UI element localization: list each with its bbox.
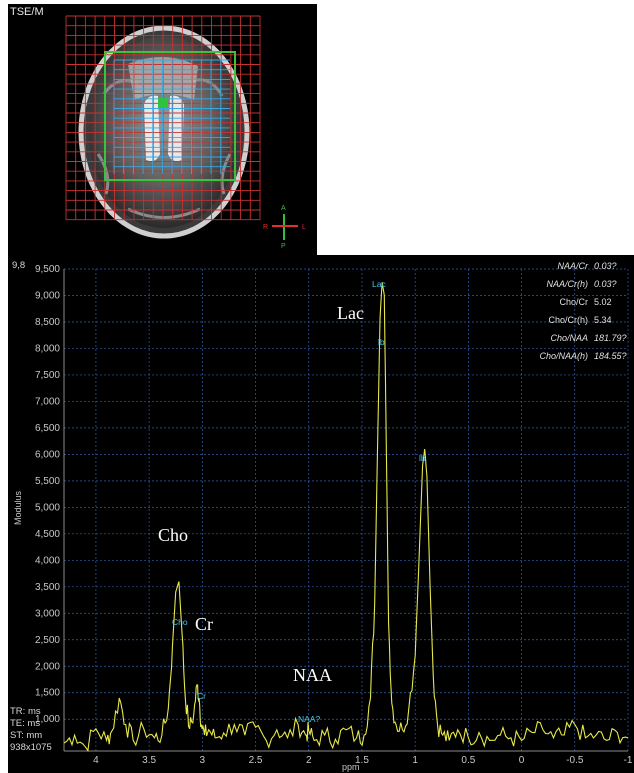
scan-params: TR: ms TE: ms ST: mm 938x1075 (10, 706, 52, 753)
spectrum-corner-label: 9,8 (12, 260, 25, 271)
gyri-pattern (96, 78, 232, 219)
y-tick-label: 2,500 (35, 635, 60, 646)
y-tick-label: 9,000 (35, 290, 60, 301)
y-tick-label: 5,500 (35, 476, 60, 487)
orientation-marker: A P R L (263, 205, 306, 250)
x-tick-label: -0.5 (566, 755, 584, 766)
ratio-label-2: Cho/Cr (559, 297, 588, 307)
y-tick-label: 7,500 (35, 370, 60, 381)
ratio-label-5: Cho/NAA(h) (539, 351, 588, 361)
y-tick-label: 2,000 (35, 661, 60, 672)
y-tick-label: 6,000 (35, 449, 60, 460)
scan-param-te: TE: ms (10, 718, 40, 729)
orientation-bottom: P (281, 243, 286, 250)
peak-tag-cho: Cho (172, 617, 188, 627)
orientation-left: R (263, 224, 268, 231)
spectrum-trace (63, 282, 629, 752)
y-tick-label: 4,500 (35, 529, 60, 540)
x-tick-label: 0 (519, 755, 525, 766)
spectrum-plot: 9,8 1,000 1,500 2,000 2,500 3,000 3,500 4,000 4… (10, 260, 633, 772)
y-tick-label: 9,500 (35, 264, 60, 275)
ratio-value-1: 0.03? (594, 279, 617, 289)
ratio-value-2: 5.02 (594, 297, 612, 307)
ratio-value-5: 184.55? (594, 351, 627, 361)
sequence-label: TSE/M (10, 6, 44, 18)
y-tick-label: 3,500 (35, 582, 60, 593)
x-axis-label: ppm (342, 762, 360, 772)
spectrum-grid (63, 268, 629, 752)
ratio-value-4: 181.79? (594, 333, 627, 343)
mri-localizer-panel: A P R L TSE/M (8, 4, 317, 258)
x-tick-label: 3 (200, 755, 206, 766)
peak-tag-lb-1: lb (378, 337, 385, 347)
y-axis-label: Modulus (13, 490, 23, 525)
ratio-label-0: NAA/Cr (557, 261, 589, 271)
peak-tag-naa: NAA? (298, 714, 320, 724)
selected-voxel[interactable] (158, 98, 168, 108)
x-tick-label: 2 (306, 755, 312, 766)
y-tick-label: 8,500 (35, 317, 60, 328)
orientation-right: L (302, 224, 306, 231)
label-lac: Lac (337, 303, 364, 323)
x-tick-label: 0.5 (461, 755, 475, 766)
scan-param-matrix: 938x1075 (10, 742, 52, 753)
y-tick-label: 1,000 (35, 714, 60, 725)
ratio-label-1: NAA/Cr(h) (546, 279, 588, 289)
y-axis-ticks: 1,000 1,500 2,000 2,500 3,000 3,500 4,000 4,500… (35, 264, 60, 725)
y-tick-label: 5,000 (35, 502, 60, 513)
x-tick-label: 2.5 (249, 755, 263, 766)
peak-tag-lb-2: lb (419, 453, 426, 463)
label-cho: Cho (158, 525, 188, 545)
y-tick-label: 7,000 (35, 396, 60, 407)
y-tick-label: 1,500 (35, 688, 60, 699)
csi-grid (65, 15, 261, 221)
x-axis-ticks: 4 3.5 3 2.5 2 1.5 1 0.5 0 -0.5 -1 (93, 755, 633, 766)
ratio-label-3: Cho/Cr(h) (548, 315, 588, 325)
orientation-top: A (281, 205, 286, 212)
ratio-value-3: 5.34 (594, 315, 612, 325)
voxel-grid (113, 59, 230, 174)
y-tick-label: 6,500 (35, 423, 60, 434)
label-naa: NAA (293, 665, 332, 685)
x-tick-label: 3.5 (142, 755, 156, 766)
peak-tag-cr: Cr (197, 691, 206, 701)
label-cr: Cr (195, 614, 213, 634)
left-ventricle (144, 95, 160, 162)
y-tick-label: 8,000 (35, 343, 60, 354)
scan-param-tr: TR: ms (10, 706, 41, 717)
ratio-label-4: Cho/NAA (550, 333, 588, 343)
x-tick-label: 4 (93, 755, 99, 766)
scan-param-st: ST: mm (10, 730, 42, 741)
peak-tag-lac: Lac (372, 279, 386, 289)
y-tick-label: 3,000 (35, 608, 60, 619)
voi-box[interactable] (104, 51, 236, 181)
x-tick-label: -1 (624, 755, 633, 766)
y-tick-label: 4,000 (35, 555, 60, 566)
x-tick-label: 1.5 (355, 755, 369, 766)
spectrum-panel: 9,8 1,000 1,500 2,000 2,500 3,000 3,500 4,000 4… (8, 255, 634, 773)
mri-image: A P R L (65, 15, 306, 250)
ratio-value-0: 0.03? (594, 261, 617, 271)
ratio-table: NAA/Cr 0.03? NAA/Cr(h) 0.03? Cho/Cr 5.02… (539, 261, 626, 361)
x-tick-label: 1 (412, 755, 418, 766)
